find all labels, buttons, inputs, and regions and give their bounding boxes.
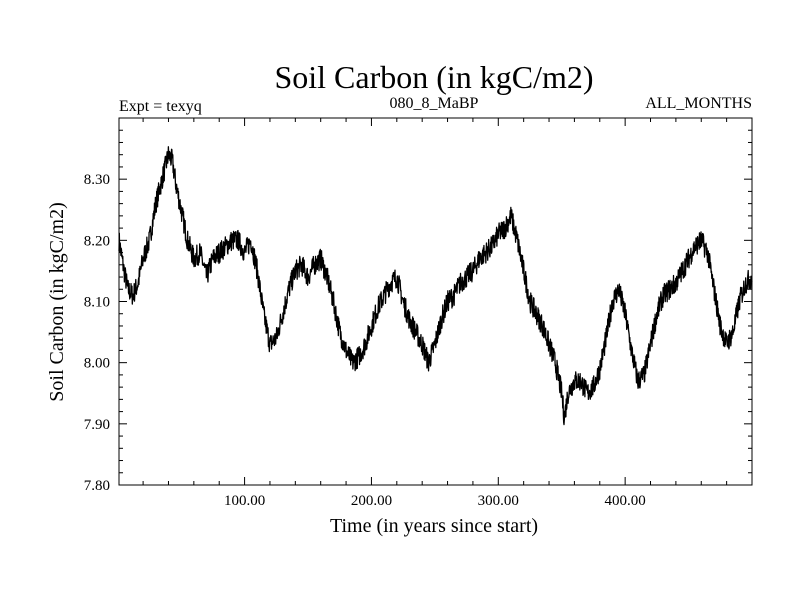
plot-frame (118, 117, 753, 486)
axis-tick-labels: 7.80 7.90 8.00 8.10 8.20 8.30 100.00 200.00 300.… (84, 172, 646, 509)
y-tick-label: 8.20 (84, 233, 110, 249)
x-tick-label: 300.00 (478, 493, 519, 509)
series-line (118, 146, 753, 426)
series-layer (118, 146, 753, 426)
months-label: ALL_MONTHS (645, 95, 752, 112)
x-tick-label: 100.00 (224, 493, 265, 509)
x-axis-label: Time (in years since start) (330, 515, 538, 537)
axis-ticks (119, 117, 752, 486)
experiment-label: Expt = texyq (119, 98, 202, 115)
y-tick-label: 8.30 (84, 172, 110, 188)
y-tick-label: 8.00 (84, 356, 110, 372)
y-tick-label: 8.10 (84, 295, 110, 311)
y-tick-label: 7.80 (84, 478, 110, 494)
y-axis-label: Soil Carbon (in kgC/m2) (46, 202, 68, 401)
chart-title: Soil Carbon (in kgC/m2) (274, 59, 593, 95)
y-tick-label: 7.90 (84, 417, 110, 433)
period-label: 080_8_MaBP (390, 95, 479, 112)
x-tick-label: 200.00 (351, 493, 392, 509)
x-tick-label: 400.00 (605, 493, 646, 509)
